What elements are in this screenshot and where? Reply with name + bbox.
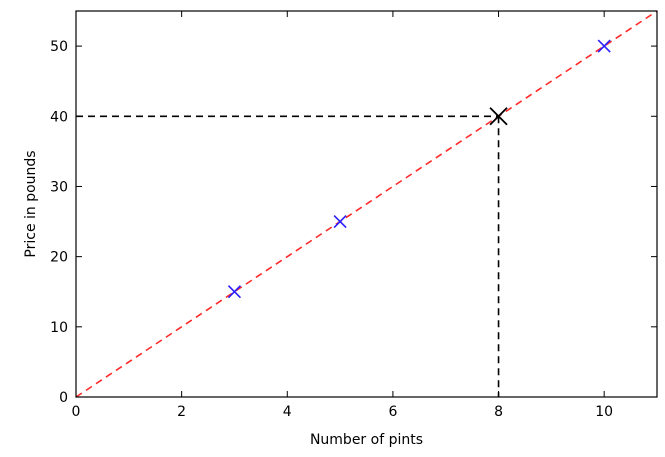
x-tick-label: 2 [177,404,186,420]
x-tick-label: 0 [72,404,81,420]
data-point-1-stroke-b [227,285,242,299]
x-tick-label: 10 [595,404,613,420]
y-tick-label: 20 [50,250,68,266]
y-tick-label: 30 [50,179,68,195]
fit-line [75,10,658,398]
y-tick-label: 50 [50,39,68,55]
data-point-3 [597,39,611,53]
x-tick-label: 6 [388,404,397,420]
data-point-2 [333,214,347,229]
data-point-1 [227,285,242,299]
x-axis-title: Number of pints [310,432,423,448]
highlight-point-stroke-b [489,107,508,126]
data-point-3-stroke-b [597,39,611,53]
plot-area [75,10,658,398]
y-tick-label: 0 [59,390,68,406]
x-tick-label: 4 [283,404,292,420]
axes: 0 2 4 6 8 10 0 10 20 30 40 50 [50,10,658,420]
highlight-point [489,107,508,126]
data-point-2-stroke-b [333,214,347,229]
y-tick-label: 40 [50,109,68,125]
y-axis-title: Price in pounds [23,150,39,257]
y-tick-label: 10 [50,320,68,336]
x-tick-label: 8 [494,404,503,420]
plot-frame [75,10,658,398]
